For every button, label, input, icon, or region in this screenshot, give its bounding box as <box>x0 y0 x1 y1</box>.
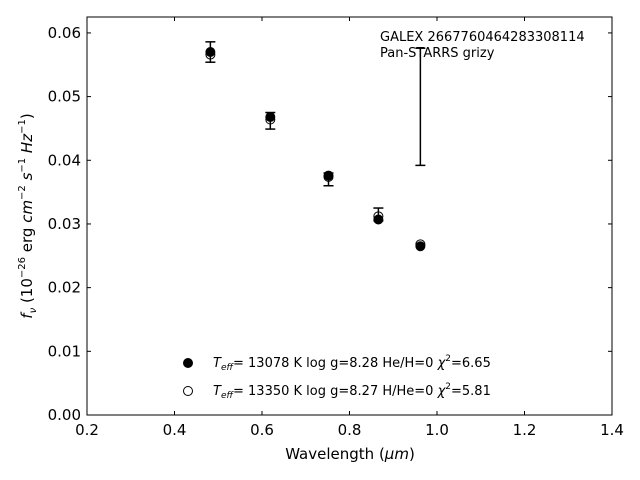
legend-marker-open <box>183 386 193 396</box>
point-open <box>323 171 334 182</box>
legend-marker-filled <box>183 358 193 368</box>
x-tick-label: 0.8 <box>338 421 362 439</box>
y-tick-label: 0.05 <box>48 88 81 106</box>
x-tick-label: 1.0 <box>425 421 449 439</box>
x-tick-label: 0.4 <box>163 421 187 439</box>
legend-1-text2: =6.65 <box>451 356 491 371</box>
legend-2-chi: χ <box>437 384 447 399</box>
legend-1-t: T <box>213 356 222 371</box>
legend-1-chi: χ <box>437 356 447 371</box>
legend-label-1: Teff= 13078 K log g=8.28 He/H=0 χ2=6.65 <box>213 354 491 373</box>
point-open <box>373 211 384 222</box>
y-tick-label: 0.01 <box>48 342 81 360</box>
legend-1-sup: 2 <box>445 354 451 364</box>
legend-2-eff: eff <box>221 391 235 401</box>
legend-1-eff: eff <box>221 363 235 373</box>
data-points <box>205 47 426 252</box>
y-tick-label: 0.04 <box>48 151 81 169</box>
y-tick-label: 0.06 <box>48 24 81 42</box>
error-bars <box>205 41 426 222</box>
annotation-object-name: GALEX 2667760464283308114 <box>380 30 585 45</box>
legend-2-text1: = 13350 K log g=8.27 H/He=0 <box>233 384 438 399</box>
point-filled <box>373 214 384 225</box>
x-axis-label: Wavelength (μm) <box>285 445 415 463</box>
point-open <box>415 239 426 250</box>
y-tick-label: 0.00 <box>48 406 81 424</box>
point-filled <box>265 111 276 122</box>
y-tick-label: 0.03 <box>48 215 81 233</box>
point-open <box>205 49 216 60</box>
x-tick-label: 1.4 <box>600 421 624 439</box>
x-tick-label: 1.2 <box>513 421 537 439</box>
axis-ticks: 0.2 0.4 0.6 0.8 1.0 1.2 1.4 0.00 0.01 0.02 0.03 0.0… <box>48 17 624 439</box>
legend-2-text2: =5.81 <box>451 384 491 399</box>
annotation-survey: Pan-STARRS grizy <box>380 46 495 61</box>
y-axis-label: fν (10−26 erg cm−2 s−1 Hz−1) <box>17 113 39 318</box>
legend-2-sup: 2 <box>445 382 451 392</box>
legend-label-2: Teff= 13350 K log g=8.27 H/He=0 χ2=5.81 <box>213 382 491 401</box>
x-tick-label: 0.2 <box>75 421 99 439</box>
y-tick-label: 0.02 <box>48 279 81 297</box>
point-open <box>265 114 276 125</box>
x-tick-label: 0.6 <box>250 421 274 439</box>
legend-2-t: T <box>213 384 222 399</box>
legend: Teff= 13078 K log g=8.28 He/H=0 χ2=6.65 … <box>183 354 491 401</box>
point-filled <box>205 47 216 58</box>
legend-1-text1: = 13078 K log g=8.28 He/H=0 <box>233 356 438 371</box>
